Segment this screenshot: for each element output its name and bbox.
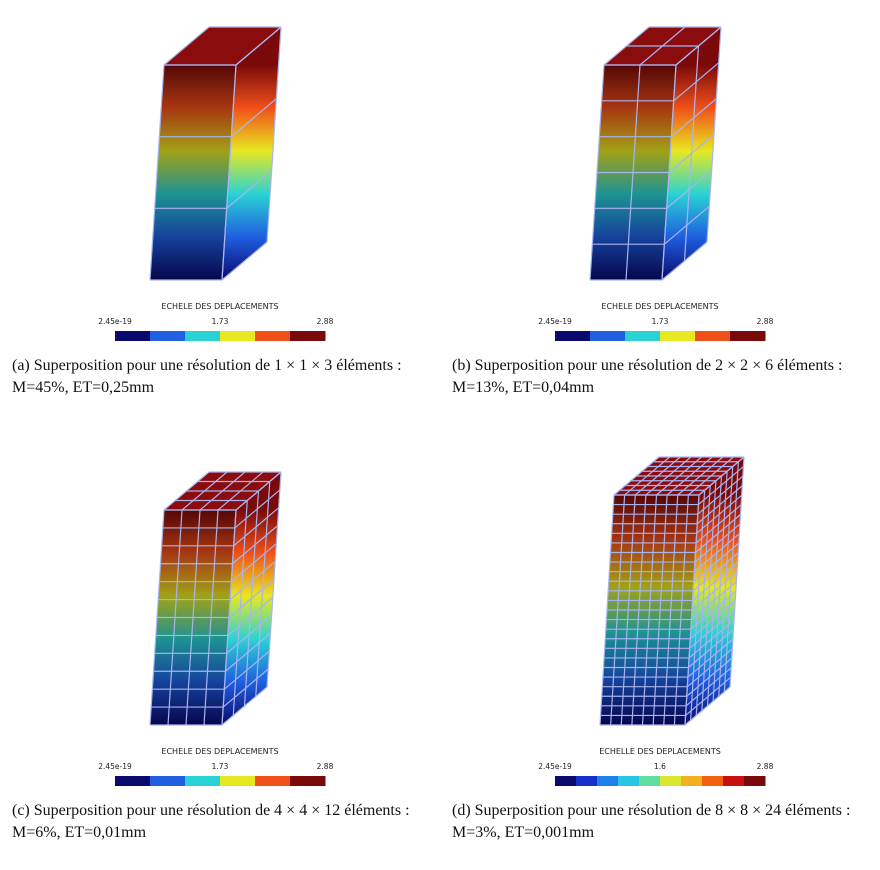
scale-label: 2.88 [757, 762, 774, 771]
scale-swatch [702, 776, 724, 786]
scale-label: 2.88 [757, 317, 774, 326]
subfigure: ECHELE DES DEPLACEMENTS 2.45e-19 1.73 2.88 (… [0, 445, 440, 870]
front-shade [150, 65, 236, 280]
scale-swatch [576, 776, 598, 786]
scale-swatch [618, 776, 640, 786]
subfigure: ECHELE DES DEPLACEMENTS 2.45e-19 1.73 2.88 (… [440, 0, 880, 425]
scale-swatch [590, 331, 626, 341]
scale-label: 2.45e-19 [98, 762, 132, 771]
caption: (d) Superposition pour une résolution de… [452, 800, 872, 844]
scale-label: 1.73 [212, 762, 229, 771]
scale-swatch [695, 331, 731, 341]
scale-swatch [220, 776, 256, 786]
caption: (a) Superposition pour une résolution de… [12, 355, 432, 399]
scale-label: 2.88 [317, 317, 334, 326]
scale-swatch [625, 331, 661, 341]
scale-label: 1.73 [212, 317, 229, 326]
scale-title: ECHELLE DES DEPLACEMENTS [599, 747, 721, 756]
scale-title: ECHELE DES DEPLACEMENTS [161, 747, 278, 756]
scale-swatch [255, 776, 291, 786]
scale-swatch [681, 776, 703, 786]
scale-swatch [597, 776, 619, 786]
scale-swatch [290, 776, 326, 786]
scale-swatch [115, 331, 151, 341]
scale-swatch [185, 331, 221, 341]
scale-swatch [185, 776, 221, 786]
scale-title: ECHELE DES DEPLACEMENTS [601, 302, 718, 311]
scale-title: ECHELE DES DEPLACEMENTS [161, 302, 278, 311]
caption: (b) Superposition pour une résolution de… [452, 355, 872, 399]
scale-label: 1.73 [652, 317, 669, 326]
scale-label: 2.45e-19 [98, 317, 132, 326]
scale-label: 1.6 [654, 762, 666, 771]
caption: (c) Superposition pour une résolution de… [12, 800, 432, 844]
scale-swatch [150, 331, 186, 341]
scale-swatch [150, 776, 186, 786]
block-render: ECHELE DES DEPLACEMENTS 2.45e-19 1.73 2.88 [440, 0, 880, 350]
scale-swatch [744, 776, 766, 786]
scale-swatch [730, 331, 766, 341]
scale-swatch [220, 331, 256, 341]
subfigure: ECHELE DES DEPLACEMENTS 2.45e-19 1.73 2.88 (… [0, 0, 440, 425]
subfigure: ECHELLE DES DEPLACEMENTS 2.45e-19 1.6 2.88 (… [440, 445, 880, 870]
scale-swatch [555, 776, 577, 786]
scale-swatch [555, 331, 591, 341]
scale-label: 2.45e-19 [538, 317, 572, 326]
block-render: ECHELE DES DEPLACEMENTS 2.45e-19 1.73 2.88 [0, 0, 440, 350]
block-render: ECHELE DES DEPLACEMENTS 2.45e-19 1.73 2.88 [0, 445, 440, 795]
scale-swatch [115, 776, 151, 786]
block-render: ECHELLE DES DEPLACEMENTS 2.45e-19 1.6 2.88 [440, 445, 880, 795]
scale-swatch [255, 331, 291, 341]
scale-label: 2.45e-19 [538, 762, 572, 771]
scale-swatch [639, 776, 661, 786]
scale-swatch [723, 776, 745, 786]
scale-swatch [660, 331, 696, 341]
page: {"panels": [ {"scale_title": "ECHELE DES… [0, 0, 880, 850]
scale-label: 2.88 [317, 762, 334, 771]
scale-swatch [290, 331, 326, 341]
scale-swatch [660, 776, 682, 786]
